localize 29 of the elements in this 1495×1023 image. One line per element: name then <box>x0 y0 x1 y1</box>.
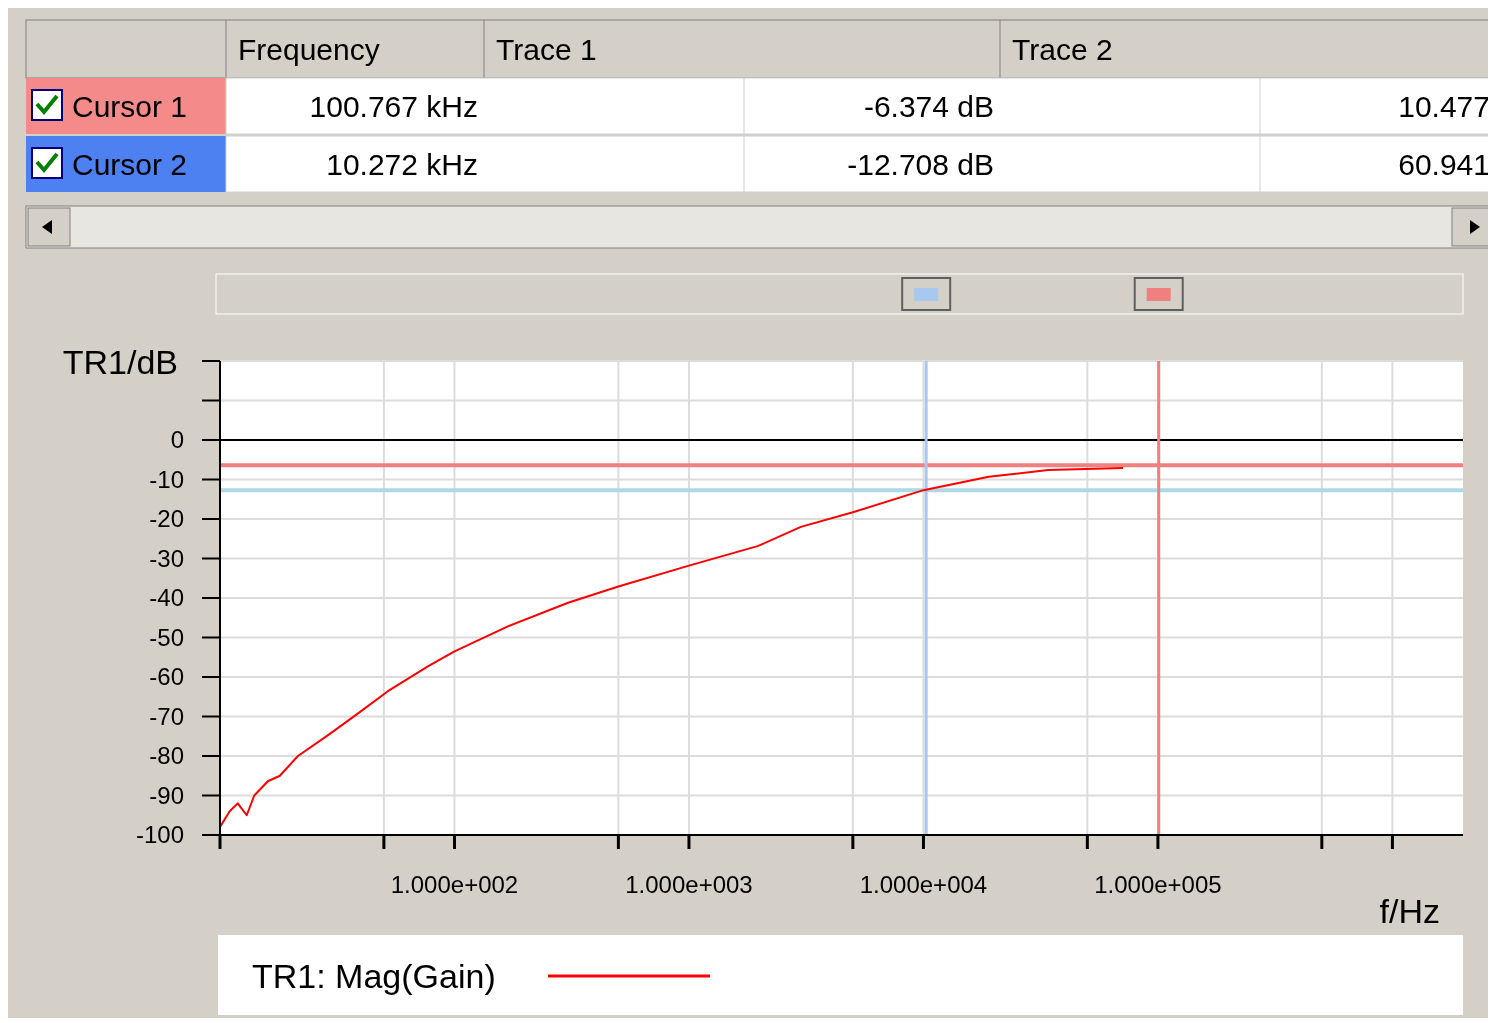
x-tick-label: 1.000e+003 <box>625 871 753 898</box>
y-tick-label: -100 <box>135 821 184 849</box>
text: 10.477 <box>1398 90 1490 123</box>
text: 60.941 <box>1398 148 1490 181</box>
text: 10.272 kHz <box>326 148 478 181</box>
x-tick-label: 1.000e+002 <box>390 871 519 898</box>
y-axis-title: TR1/dB <box>62 343 178 381</box>
x-tick-label: 1.000e+005 <box>1094 871 1222 898</box>
text: -6.374 dB <box>863 90 994 123</box>
y-tick-label: -10 <box>149 465 184 493</box>
y-tick-label: -50 <box>149 623 184 651</box>
legend-label: TR1: Mag(Gain) <box>252 957 496 995</box>
y-tick-label: -30 <box>149 544 184 572</box>
text: Frequency <box>238 33 380 66</box>
text: Trace 2 <box>1012 33 1113 66</box>
x-axis-title: f/Hz <box>1379 892 1440 930</box>
text: Cursor 2 <box>72 148 188 181</box>
y-tick-label: -20 <box>149 505 184 533</box>
x-tick-label: 1.000e+004 <box>859 871 988 898</box>
text: Cursor 1 <box>72 90 188 123</box>
y-tick-label: -80 <box>149 742 184 770</box>
text: 100.767 kHz <box>309 90 478 123</box>
y-tick-label: -60 <box>149 663 184 691</box>
y-tick-label: -40 <box>149 584 184 612</box>
y-tick-label: -90 <box>149 781 184 809</box>
y-tick-label: 0 <box>170 426 184 454</box>
y-tick-label: -70 <box>149 702 184 730</box>
text: Trace 1 <box>496 33 597 66</box>
text: -12.708 dB <box>847 148 994 181</box>
